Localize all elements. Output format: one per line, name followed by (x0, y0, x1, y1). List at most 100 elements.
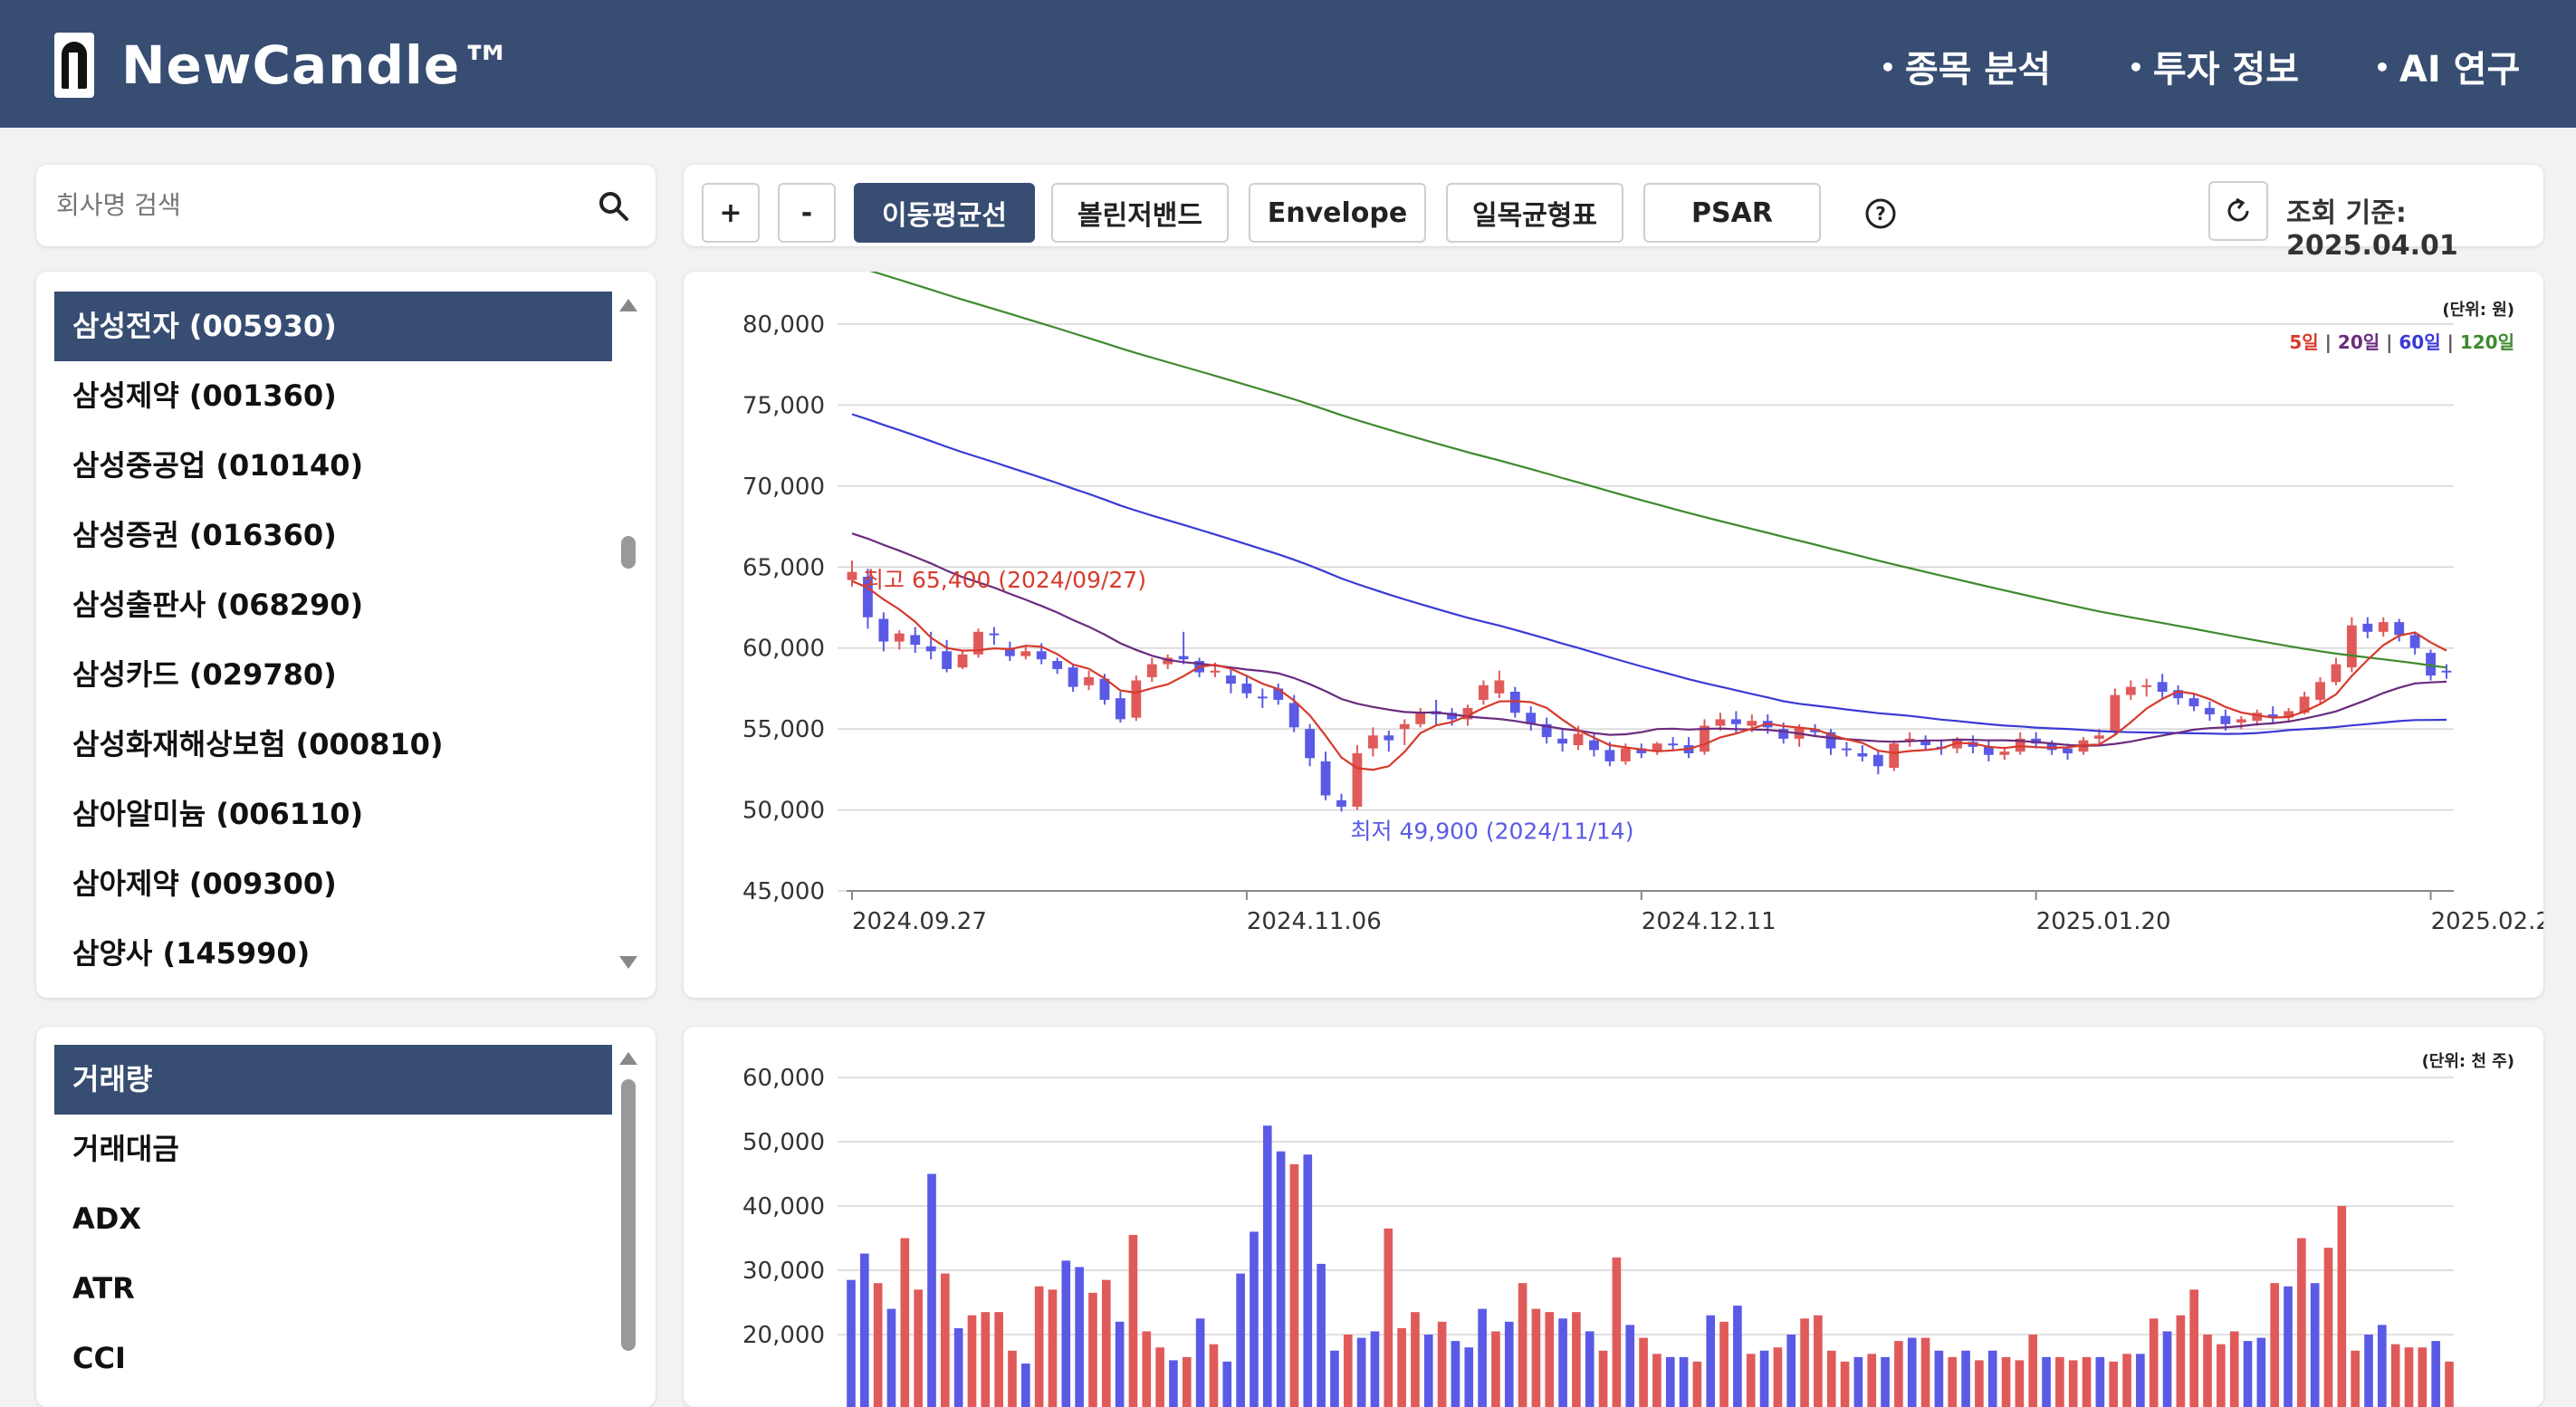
candle-body (1116, 698, 1125, 719)
volume-bar (2203, 1335, 2212, 1407)
volume-bar (1505, 1322, 1514, 1407)
volume-bar (2391, 1345, 2400, 1407)
refresh-button[interactable] (2208, 181, 2268, 241)
candle-body (1415, 713, 1425, 724)
search-icon[interactable] (598, 190, 630, 223)
volume-bar (1988, 1351, 1997, 1407)
volume-bar (1142, 1331, 1151, 1407)
candle-body (2315, 682, 2325, 700)
volume-bar (2217, 1345, 2226, 1407)
nav-investment-info[interactable]: 투자 정보 (2128, 40, 2299, 92)
candle-body (1494, 680, 1504, 693)
candle-body (2394, 622, 2404, 635)
brand-name[interactable]: NewCandle™ (121, 34, 513, 96)
candle-body (1289, 704, 1299, 728)
volume-bar (1183, 1357, 1192, 1407)
candle-body (1574, 734, 1584, 746)
candle-body (878, 619, 888, 642)
price-x-tick-label: 2025.01.20 (2036, 908, 2171, 935)
volume-bar (1008, 1351, 1017, 1407)
candle-body (1873, 755, 1883, 767)
help-icon[interactable]: ? (1864, 197, 1897, 230)
volume-bar (1210, 1345, 1219, 1407)
candle-body (2205, 708, 2215, 714)
indicator-scroll-up-icon[interactable] (619, 1052, 637, 1065)
candlestick-chart[interactable]: 80,00075,00070,00065,00060,00055,00050,0… (684, 272, 2543, 998)
volume-bar (2109, 1362, 2118, 1407)
refresh-icon (2224, 196, 2253, 225)
candle-body (2220, 716, 2230, 724)
candle-body (2141, 685, 2151, 687)
company-search-input[interactable] (56, 190, 563, 220)
company-list-item[interactable]: 삼양사 (145990) (54, 919, 612, 989)
indicator-list-item[interactable]: ATR (54, 1254, 612, 1324)
candle-body (1842, 749, 1852, 751)
indicator-list-item[interactable]: 거래대금 (54, 1115, 612, 1184)
volume-bar (1116, 1322, 1125, 1407)
candle-body (2126, 687, 2136, 695)
company-list-item[interactable]: 삼성화재해상보험 (000810) (54, 710, 612, 780)
volume-bar (1397, 1328, 1406, 1407)
company-list-scrollbar[interactable] (621, 536, 636, 569)
volume-bar (941, 1274, 950, 1407)
volume-bar (1330, 1351, 1339, 1407)
indicator-button-moving-average[interactable]: 이동평균선 (854, 183, 1035, 243)
company-list-item[interactable]: 삼아제약 (009300) (54, 849, 612, 919)
indicator-button-envelope[interactable]: Envelope (1249, 183, 1426, 243)
zoom-out-button[interactable]: - (778, 183, 836, 243)
volume-bar (1317, 1264, 1326, 1407)
candle-body (895, 634, 905, 642)
volume-bar (1384, 1229, 1393, 1407)
company-list-item[interactable]: 삼성카드 (029780) (54, 640, 612, 710)
candle-body (2094, 735, 2104, 739)
volume-bar (1706, 1316, 1715, 1407)
scroll-down-icon[interactable] (619, 956, 637, 969)
company-list-item[interactable]: 삼성중공업 (010140) (54, 431, 612, 501)
volume-bar (2163, 1331, 2172, 1407)
volume-bar (1881, 1357, 1890, 1407)
volume-bar (1102, 1280, 1111, 1407)
indicator-button-bollinger[interactable]: 볼린저밴드 (1051, 183, 1229, 243)
volume-bar (2189, 1289, 2198, 1407)
volume-bar (1357, 1338, 1366, 1407)
candle-body (1668, 743, 1678, 745)
indicator-list-item[interactable]: CCI (54, 1324, 612, 1393)
candle-body (2158, 682, 2168, 692)
volume-y-tick-label: 60,000 (742, 1065, 825, 1092)
company-list-item[interactable]: 삼아알미늄 (006110) (54, 780, 612, 849)
company-list-item[interactable]: 삼성제약 (001360) (54, 361, 612, 431)
volume-bar (1572, 1312, 1581, 1407)
volume-bar (2297, 1239, 2306, 1407)
indicator-list-item[interactable]: ADX (54, 1184, 612, 1254)
volume-bar (1061, 1260, 1070, 1407)
nav-stock-analysis[interactable]: 종목 분석 (1880, 40, 2051, 92)
volume-bar (1935, 1351, 1944, 1407)
indicator-list-scrollbar[interactable] (621, 1079, 636, 1351)
volume-bar (1451, 1341, 1460, 1407)
candle-body (1716, 719, 1726, 725)
volume-bar (1478, 1309, 1487, 1407)
indicator-button-ichimoku[interactable]: 일목균형표 (1446, 183, 1623, 243)
scroll-up-icon[interactable] (619, 299, 637, 311)
logo-icon[interactable] (54, 33, 94, 98)
company-list-item[interactable]: 삼성출판사 (068290) (54, 570, 612, 640)
volume-bar (887, 1309, 896, 1407)
candle-body (958, 655, 968, 667)
volume-bar (1344, 1335, 1353, 1407)
volume-bar (1021, 1364, 1030, 1407)
volume-bar (2177, 1316, 2186, 1407)
nav-ai-research[interactable]: AI 연구 (2374, 40, 2520, 92)
zoom-in-button[interactable]: + (702, 183, 760, 243)
volume-bar (1222, 1362, 1231, 1407)
company-list-item[interactable]: 삼성증권 (016360) (54, 501, 612, 570)
indicator-button-psar[interactable]: PSAR (1643, 183, 1821, 243)
price-y-tick-label: 55,000 (742, 716, 825, 743)
indicator-list-item[interactable]: 거래량 (54, 1045, 612, 1115)
volume-bar (1800, 1318, 1809, 1407)
volume-bar (1613, 1258, 1622, 1407)
company-list-item[interactable]: 삼성전자 (005930) (54, 292, 612, 361)
